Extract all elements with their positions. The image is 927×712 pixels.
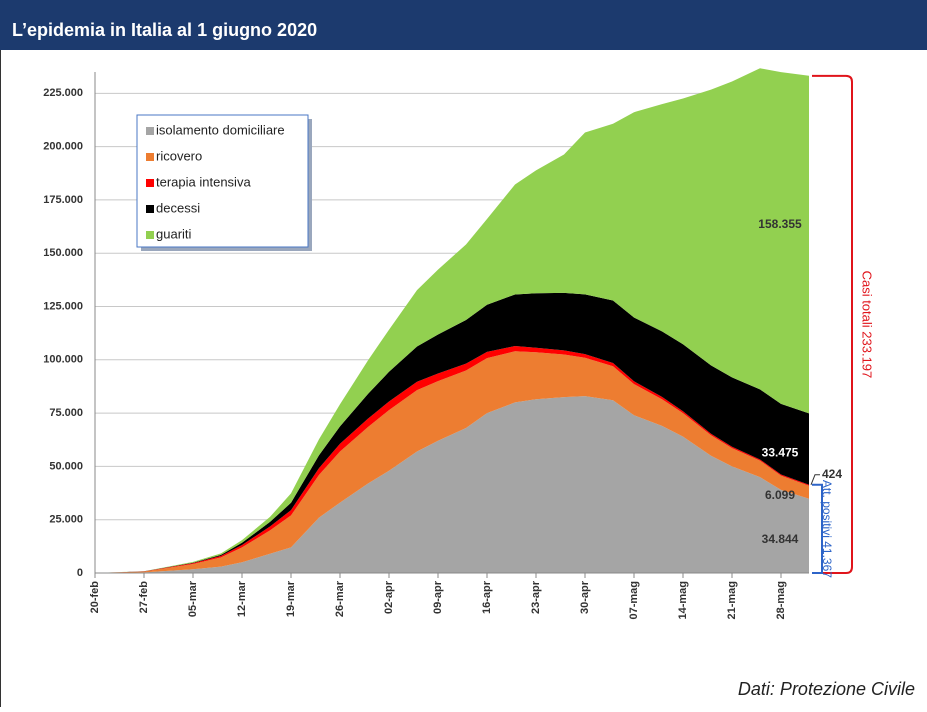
x-tick-label: 28-mag [775,581,787,620]
y-tick-label: 150.000 [43,247,83,259]
y-tick-label: 0 [77,567,83,579]
positive-bracket [812,483,823,574]
data-label: 6.099 [765,488,795,502]
x-tick-label: 02-apr [383,580,395,614]
label-leader [810,474,820,485]
area [95,292,809,573]
legend-swatch [146,205,154,213]
x-tick-label: 23-apr [530,580,542,614]
x-tick-label: 09-apr [432,580,444,614]
x-tick-label: 07-mag [628,581,640,620]
source-note: Dati: Protezione Civile [738,679,915,699]
legend-box [136,114,309,248]
y-tick-label: 75.000 [49,407,83,419]
y-tick-label: 200.000 [43,141,83,153]
area [95,68,809,574]
area [95,396,809,573]
data-label: 34.844 [762,532,799,546]
area [95,351,809,573]
y-tick-label: 225.000 [43,87,83,99]
data-label: 424 [822,467,842,481]
chart-title: L’epidemia in Italia al 1 giugno 2020 [12,20,317,40]
y-tick-label: 25.000 [49,514,83,526]
legend-swatch [146,231,154,239]
legend-swatch [146,179,154,187]
y-tick-label: 175.000 [43,194,83,206]
x-tick-label: 26-mar [334,580,346,617]
x-tick-label: 30-apr [579,580,591,614]
total-bracket [812,74,853,574]
legend-label: ricovero [156,148,202,163]
header-bar [0,0,927,50]
legend: isolamento domiciliare ricovero terapia in… [136,114,312,251]
positive-label: Att. positivi 41.367 [820,480,834,578]
legend-swatch [146,153,154,161]
x-tick-label: 05-mar [187,580,199,617]
data-label: 158.355 [758,217,802,231]
total-label: Casi totali 233.197 [860,271,875,379]
x-tick-label: 21-mag [726,581,738,620]
x-tick-label: 12-mar [236,580,248,617]
data-label: 33.475 [762,445,799,459]
legend-label: terapia intensiva [156,174,251,189]
legend-label: guariti [156,226,192,241]
x-tick-label: 16-apr [481,580,493,614]
y-tick-label: 125.000 [43,300,83,312]
y-tick-label: 100.000 [43,354,83,366]
x-tick-label: 19-mar [285,580,297,617]
legend-label: isolamento domiciliare [156,122,285,137]
legend-swatch [146,127,154,135]
x-tick-label: 20-feb [89,581,101,614]
x-tick-label: 27-feb [138,581,150,614]
legend-label: decessi [156,200,200,215]
y-tick-label: 50.000 [49,460,83,472]
x-tick-label: 14-mag [677,581,689,620]
